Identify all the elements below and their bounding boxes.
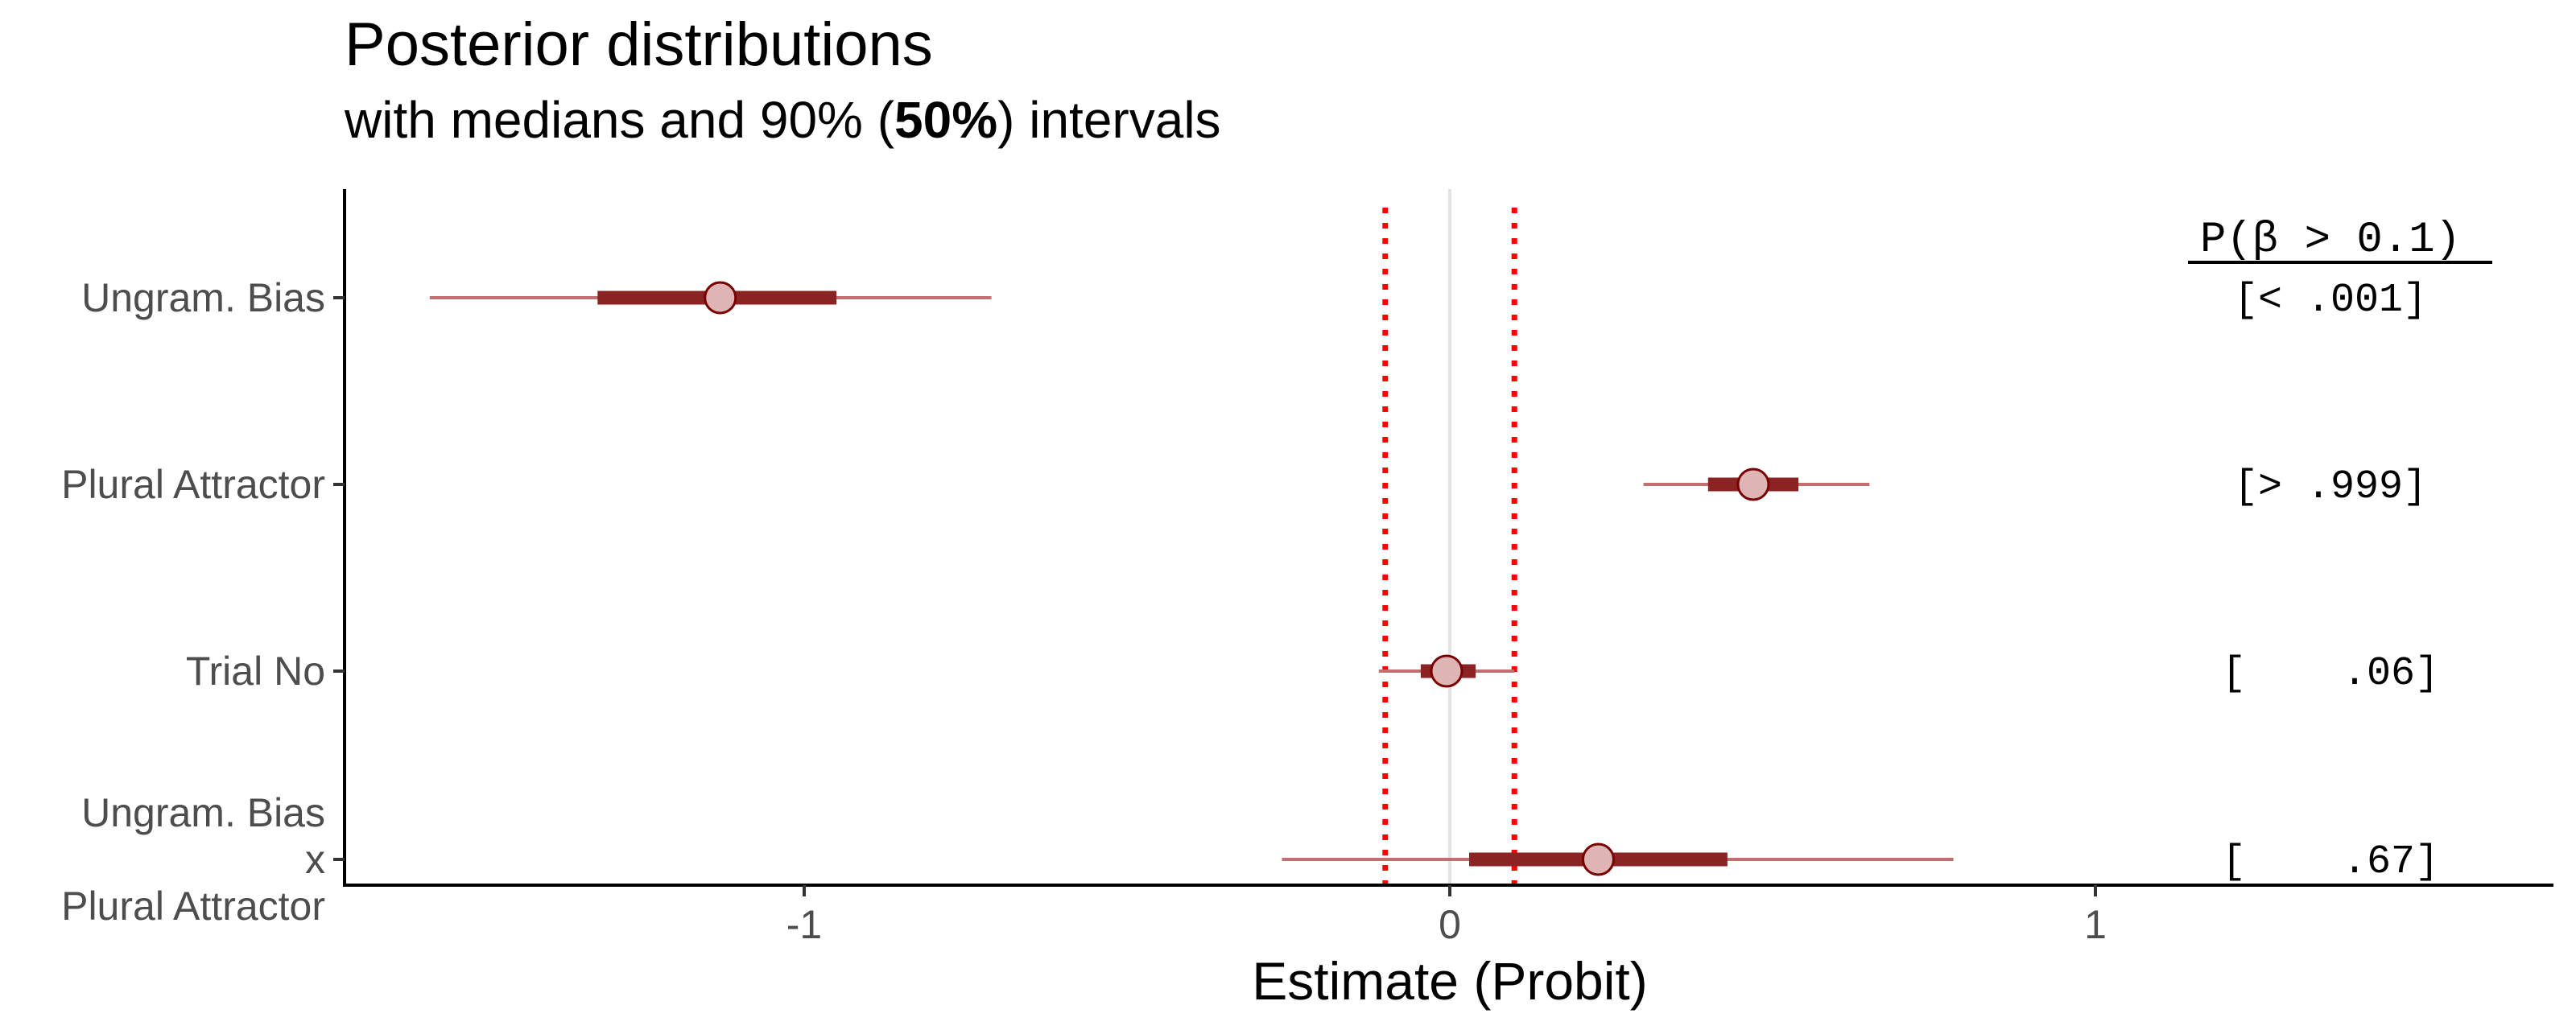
subtitle-prefix: with medians and 90% (	[345, 91, 895, 149]
median-point	[704, 281, 737, 315]
prob-value: [< .001]	[2234, 278, 2427, 323]
prob-column-header: P(β > 0.1)	[2200, 216, 2461, 265]
chart-title: Posterior distributions	[345, 10, 933, 79]
median-point	[1430, 654, 1463, 688]
y-tick-label: x	[305, 837, 325, 882]
y-tick-label: Plural Attractor	[61, 884, 325, 929]
median-point	[1581, 843, 1615, 876]
x-tick-label: 1	[2084, 902, 2107, 947]
x-tick-label: -1	[786, 902, 822, 947]
y-tick-label: Ungram. Bias	[81, 790, 325, 835]
prob-value: [ .06]	[2222, 651, 2439, 697]
y-tick-label: Plural Attractor	[61, 462, 325, 507]
x-axis-title: Estimate (Probit)	[1252, 951, 1647, 1011]
y-tick-label: Ungram. Bias	[81, 275, 325, 320]
prob-value: [> .999]	[2234, 464, 2427, 510]
y-tick-label: Trial No	[186, 649, 325, 694]
subtitle-suffix: ) intervals	[997, 91, 1221, 149]
chart-subtitle: with medians and 90% (50%) intervals	[345, 90, 1221, 150]
subtitle-bold: 50%	[894, 91, 998, 149]
x-tick-label: 0	[1439, 902, 1461, 947]
median-point	[1736, 468, 1770, 501]
prob-value: [ .67]	[2222, 839, 2439, 885]
